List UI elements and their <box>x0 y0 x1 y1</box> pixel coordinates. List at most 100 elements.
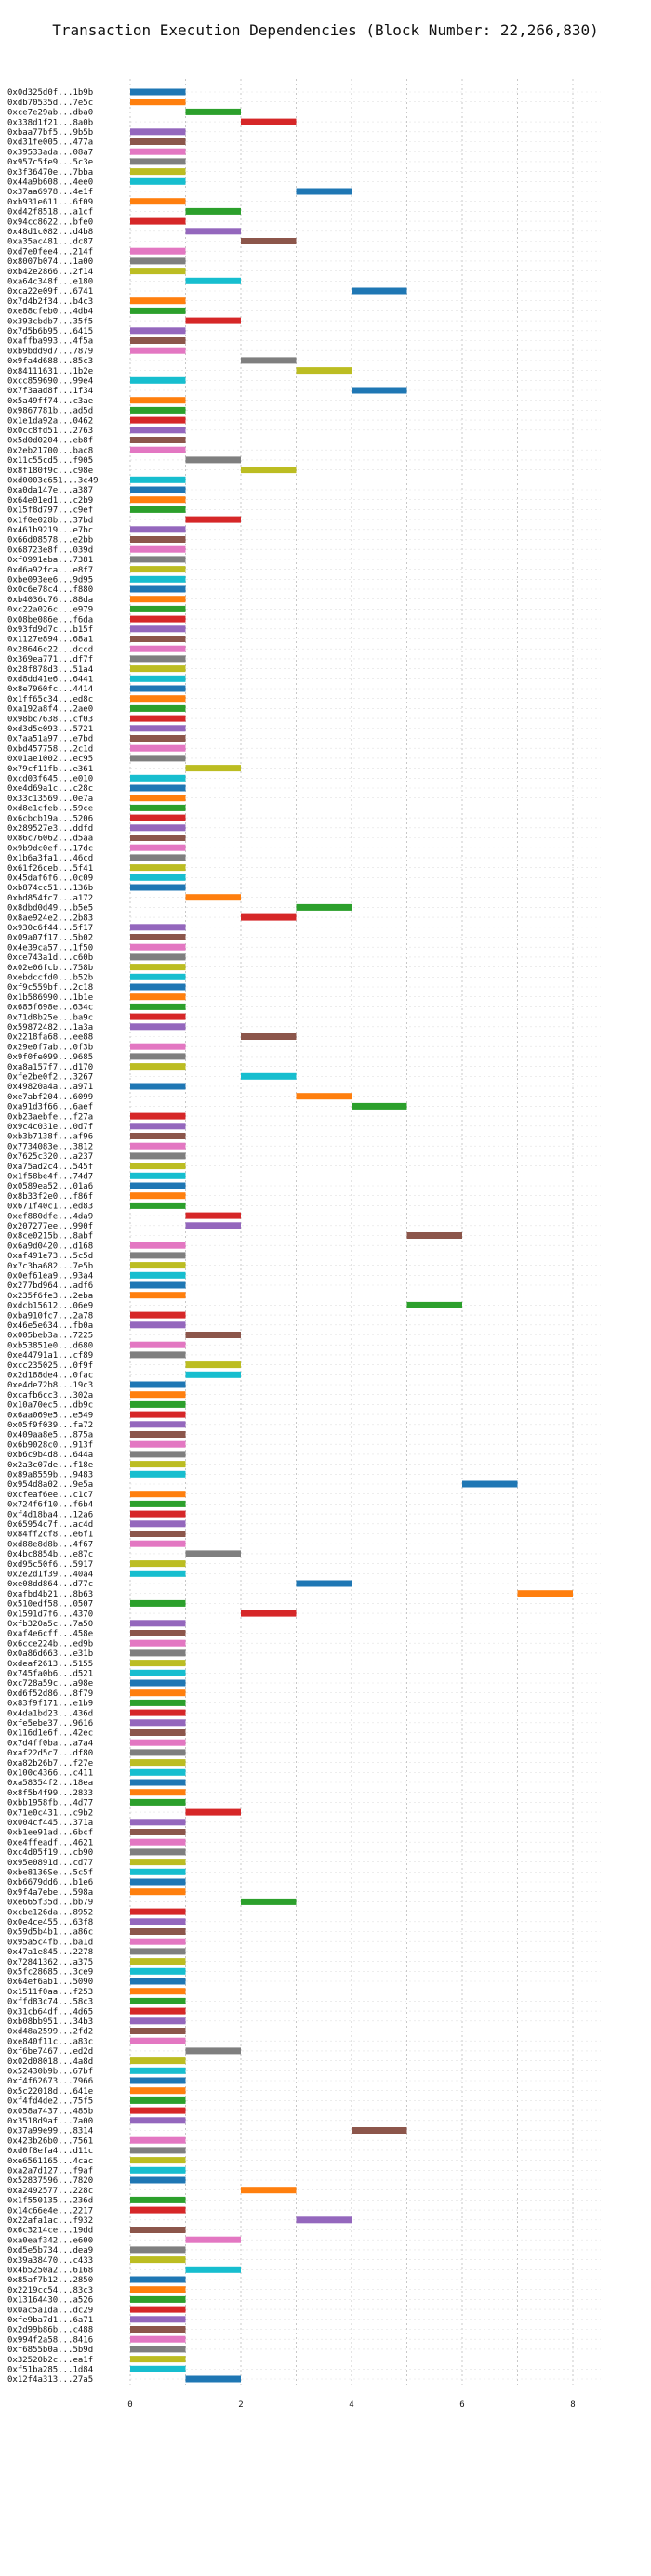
transaction-label: 0xb3b7138f...af96 <box>7 1133 93 1142</box>
transaction-label: 0x31cb64df...4d65 <box>7 2007 93 2017</box>
transaction-bar <box>130 2166 186 2174</box>
transaction-bar <box>130 1271 186 1279</box>
transaction-label: 0xbd457758...2c1d <box>7 744 93 754</box>
transaction-label: 0x289527e3...ddfd <box>7 824 93 834</box>
transaction-bar <box>130 636 186 642</box>
transaction-label: 0x12f4a313...27a5 <box>7 2375 93 2385</box>
transaction-bar <box>130 99 186 106</box>
transaction-bar <box>130 1013 186 1020</box>
transaction-label: 0x1b586990...1b1e <box>7 993 93 1003</box>
transaction-label: 0xcbe126da...8952 <box>7 1908 93 1917</box>
transaction-label: 0xcfeaf6ee...c1c7 <box>7 1491 93 1500</box>
transaction-bar <box>130 536 186 543</box>
transaction-label: 0xbd854fc7...a172 <box>7 894 93 903</box>
transaction-label: 0xb4036c76...88da <box>7 596 93 605</box>
transaction-label: 0x510edf58...0507 <box>7 1600 93 1610</box>
transaction-bar <box>130 2117 186 2124</box>
transaction-label: 0xa82b26b7...f27e <box>7 1759 93 1768</box>
transaction-label: 0x10a70ec5...db9c <box>7 1401 93 1411</box>
transaction-bar <box>130 924 186 931</box>
transaction-bar <box>130 1292 186 1299</box>
transaction-bar <box>130 2346 186 2353</box>
transaction-label: 0x5fc28685...3ce9 <box>7 1968 93 1978</box>
transaction-bar <box>406 1301 462 1308</box>
transaction-label: 0xd8e1cfeb...59ce <box>7 805 93 814</box>
transaction-label: 0xdeaf2613...5155 <box>7 1660 93 1669</box>
transaction-label: 0xe840f11c...a83c <box>7 2037 93 2046</box>
transaction-label: 0x338d1f21...8a0b <box>7 118 93 127</box>
transaction-label: 0x745fa0b6...d521 <box>7 1670 93 1679</box>
transaction-bar <box>130 1083 186 1090</box>
transaction-bar <box>185 2047 241 2055</box>
transaction-bar <box>296 188 352 195</box>
transaction-bar <box>296 367 352 375</box>
transaction-label: 0xcd03f645...e010 <box>7 775 93 784</box>
transaction-label: 0xf9c559bf...2c18 <box>7 983 93 992</box>
transaction-label: 0x9f4a7ebe...598a <box>7 1888 93 1898</box>
transaction-label: 0xd0003c651...3c49 <box>7 477 99 486</box>
transaction-bar <box>130 1888 186 1896</box>
transaction-bar <box>130 1829 186 1835</box>
transaction-label: 0x66d08578...e2bb <box>7 536 93 545</box>
transaction-bar <box>185 456 241 464</box>
transaction-bar <box>130 1341 186 1348</box>
transaction-label: 0x0ef61ea9...93a4 <box>7 1272 93 1281</box>
transaction-bar <box>130 257 186 265</box>
transaction-bar <box>130 1819 186 1826</box>
transaction-bar <box>130 1699 186 1706</box>
chart-title: Transaction Execution Dependencies (Bloc… <box>52 21 599 39</box>
transaction-label: 0x393cbdb7...35f5 <box>7 317 93 326</box>
transaction-label: 0xb42e2866...2f14 <box>7 268 93 277</box>
transaction-bar <box>130 1531 186 1537</box>
transaction-label: 0x1127e894...68a1 <box>7 636 93 645</box>
transaction-label: 0x46e5e634...fb0a <box>7 1321 93 1331</box>
transaction-bar <box>130 1192 186 1200</box>
transaction-label: 0x8dbd0d49...b5e5 <box>7 904 93 913</box>
transaction-bar <box>130 476 186 483</box>
transaction-label: 0x86c76062...d5aa <box>7 835 93 844</box>
transaction-bar <box>130 804 186 811</box>
grid-layer <box>129 79 601 2388</box>
transaction-label: 0x8ce0215b...8abf <box>7 1232 93 1242</box>
transaction-label: 0x0589ea52...01a6 <box>7 1182 93 1191</box>
transaction-bar <box>130 1918 186 1925</box>
transaction-label: 0xbb1958fb...4d77 <box>7 1799 93 1808</box>
transaction-label: 0x85af7b12...2850 <box>7 2276 93 2285</box>
transaction-label: 0x004cf445...371a <box>7 1819 93 1828</box>
transaction-bar <box>130 1768 186 1776</box>
transaction-label: 0x1b6a3fa1...46cd <box>7 854 93 863</box>
transaction-bar <box>241 357 297 364</box>
transaction-bar <box>130 1709 186 1716</box>
transaction-bar <box>130 1391 186 1399</box>
transaction-bar <box>130 217 186 225</box>
transaction-bar <box>352 1102 407 1110</box>
transaction-label: 0x005beb3a...7225 <box>7 1332 93 1341</box>
transaction-bar <box>185 1371 241 1378</box>
transaction-label: 0xf4f62673...7966 <box>7 2077 93 2086</box>
transaction-bar <box>130 2196 186 2203</box>
transaction-bar <box>130 1859 186 1866</box>
transaction-bar <box>130 177 186 185</box>
transaction-bar <box>296 2216 352 2224</box>
transaction-bar <box>130 1053 186 1060</box>
transaction-label: 0x8ae924e2...2b83 <box>7 913 93 923</box>
transaction-label: 0xf6be7467...ed2d <box>7 2047 93 2057</box>
transaction-label: 0xa8a157f7...d170 <box>7 1063 93 1072</box>
transaction-label: 0x1f550135...236d <box>7 2197 93 2206</box>
transaction-bar <box>130 1560 186 1568</box>
transaction-label: 0xfe9ba7d1...6a71 <box>7 2316 93 2325</box>
transaction-label: 0xb6c9b4d8...644a <box>7 1451 93 1460</box>
transaction-label: 0x6b9028c0...913f <box>7 1440 93 1450</box>
transaction-label: 0x32520b2c...ea1f <box>7 2356 93 2365</box>
transaction-bar <box>130 2306 186 2313</box>
transaction-bar <box>241 118 297 125</box>
transaction-label: 0x277bd964...adf6 <box>7 1281 93 1291</box>
transaction-bar <box>130 795 186 802</box>
transaction-label: 0x15f8d797...c9ef <box>7 506 93 516</box>
transaction-label: 0x461b9219...e7bc <box>7 526 93 535</box>
transaction-label: 0x6cbcb19a...5206 <box>7 814 93 823</box>
x-tick-label: 4 <box>349 2400 353 2410</box>
transaction-label: 0xef880dfe...4da9 <box>7 1212 93 1221</box>
transaction-bar <box>130 1599 186 1607</box>
transaction-bar <box>130 993 186 1001</box>
